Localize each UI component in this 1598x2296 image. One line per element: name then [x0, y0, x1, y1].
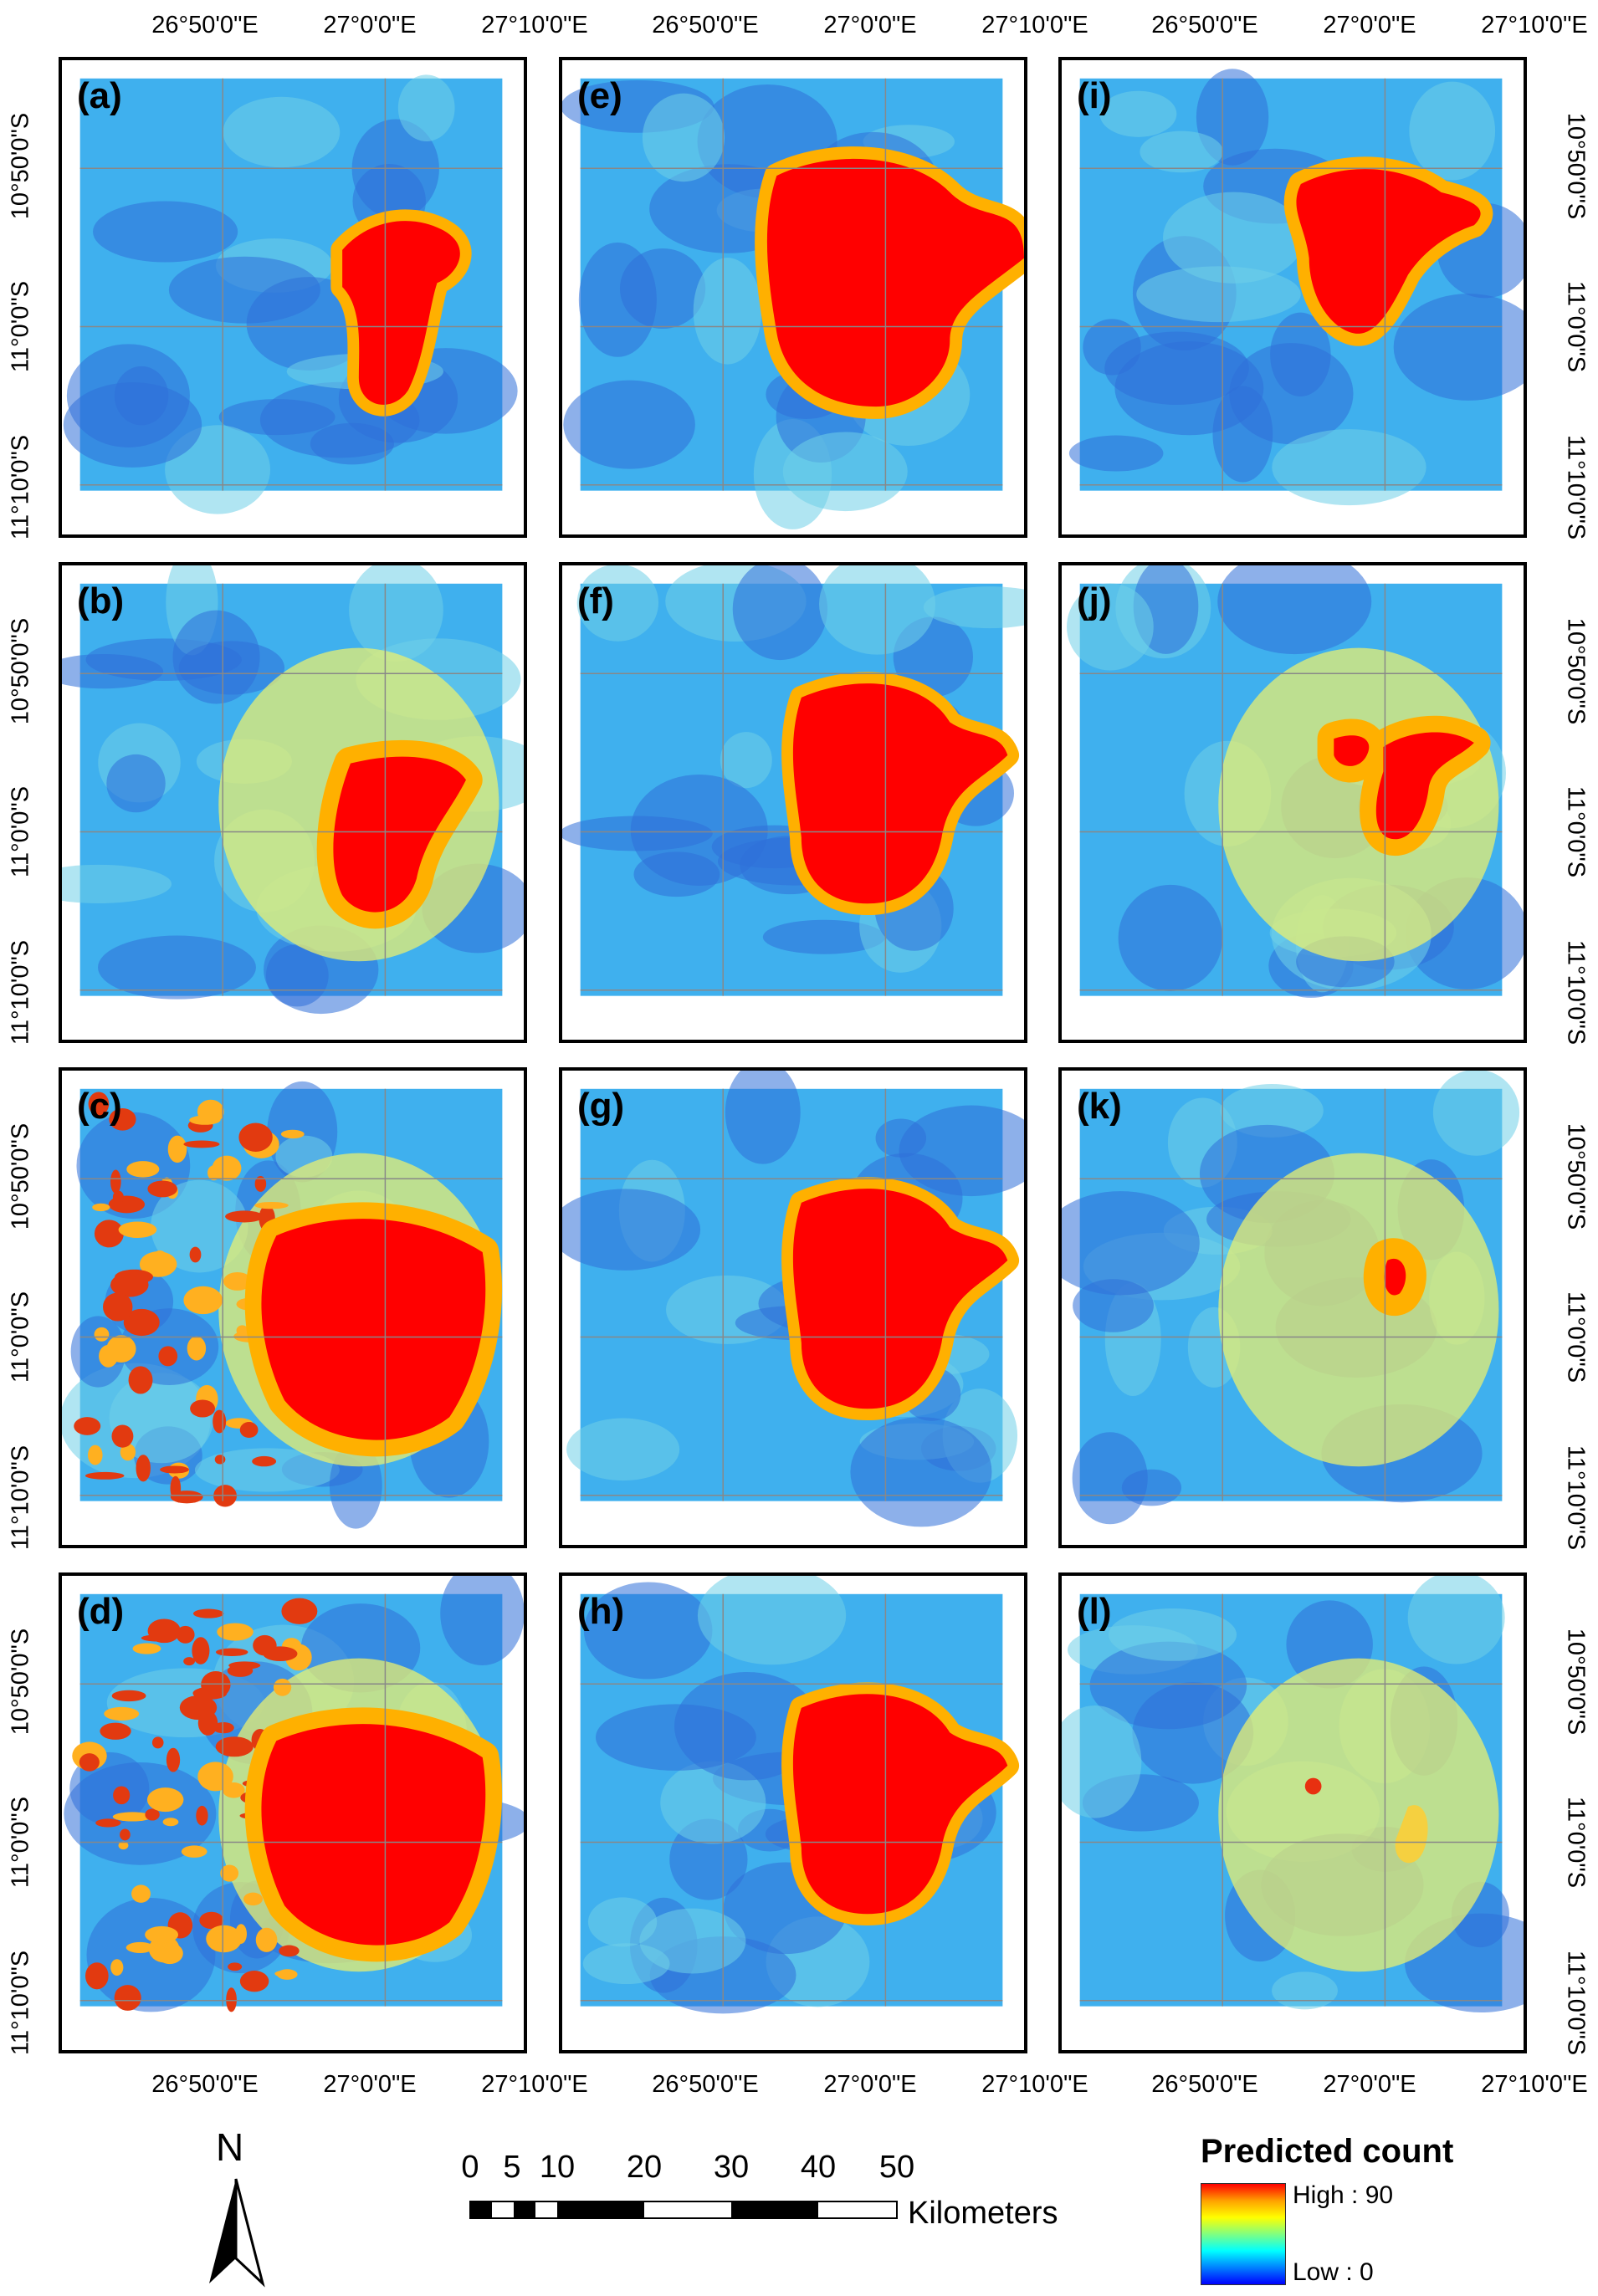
legend-color-ramp: [1201, 2183, 1286, 2285]
lat-label-right: 10°50'0"S: [1562, 112, 1590, 220]
prediction-raster-k: [1062, 1071, 1520, 1525]
lat-label-left: 11°10'0"S: [7, 939, 34, 1046]
prediction-raster-e: [562, 78, 1024, 529]
panel-label-c: (c): [77, 1086, 122, 1127]
lon-label-bottom: 27°0'0"E: [323, 2071, 417, 2098]
lat-label-right: 10°50'0"S: [1562, 1628, 1590, 1736]
scale-tick-label: 30: [713, 2150, 750, 2185]
lon-label-bottom: 27°10'0"E: [1481, 2071, 1588, 2098]
lat-label-right: 10°50'0"S: [1562, 617, 1590, 725]
legend-title: Predicted count: [1201, 2133, 1454, 2170]
lat-label-right: 10°50'0"S: [1562, 1122, 1590, 1230]
lat-label-left: 10°50'0"S: [7, 112, 34, 220]
lat-label-left: 11°10'0"S: [7, 434, 34, 540]
legend: Predicted count High : 90 Low : 0: [1196, 2133, 1548, 2292]
north-arrow-icon: [209, 2178, 265, 2288]
lon-label-bottom: 26°50'0"E: [1151, 2071, 1258, 2098]
lat-label-left: 10°50'0"S: [7, 617, 34, 725]
lon-label-top: 27°10'0"E: [981, 12, 1088, 38]
prediction-raster-f: [562, 565, 1024, 996]
map-panel-c: (c): [59, 1067, 527, 1548]
map-panel-k: (k): [1058, 1067, 1527, 1548]
prediction-raster-j: [1067, 565, 1524, 998]
lon-label-top: 26°50'0"E: [1151, 12, 1258, 38]
map-panel-h: (h): [559, 1572, 1027, 2053]
lat-label-right: 11°0'0"S: [1562, 1796, 1590, 1889]
panel-label-a: (a): [77, 75, 122, 116]
legend-low-label: Low : 0: [1293, 2258, 1374, 2286]
scale-bar-graphic: [469, 2201, 898, 2219]
prediction-raster-c: [62, 1081, 503, 1529]
scale-bar: 0 5 10 20 30 40 50 Kilometers: [461, 2150, 1096, 2233]
lat-label-left: 10°50'0"S: [7, 1628, 34, 1736]
lon-label-bottom: 27°0'0"E: [1323, 2071, 1416, 2098]
lat-label-left: 11°10'0"S: [7, 1445, 34, 1551]
scale-tick-label: 40: [800, 2150, 837, 2185]
panel-label-f: (f): [577, 580, 614, 621]
lat-label-left: 11°10'0"S: [7, 1950, 34, 2056]
map-panel-b: (b): [59, 562, 527, 1043]
lon-label-top: 27°0'0"E: [1323, 12, 1416, 38]
scale-tick-label: 0: [461, 2150, 479, 2185]
map-panel-a: (a): [59, 57, 527, 538]
prediction-raster-d: [64, 1576, 524, 2012]
prediction-raster-i: [1068, 69, 1524, 506]
scale-tick-label: 20: [626, 2150, 663, 2185]
lon-label-top: 26°50'0"E: [151, 12, 259, 38]
panel-label-j: (j): [1077, 580, 1112, 621]
prediction-raster-l: [1062, 1576, 1524, 2013]
lon-label-bottom: 27°10'0"E: [481, 2071, 588, 2098]
lon-label-bottom: 26°50'0"E: [151, 2071, 259, 2098]
panel-label-g: (g): [577, 1086, 625, 1127]
lat-label-right: 11°0'0"S: [1562, 785, 1590, 878]
panel-label-i: (i): [1077, 75, 1112, 116]
lon-label-bottom: 27°10'0"E: [981, 2071, 1088, 2098]
lon-label-bottom: 26°50'0"E: [652, 2071, 759, 2098]
prediction-raster-g: [562, 1071, 1024, 1527]
lat-label-right: 11°10'0"S: [1562, 939, 1590, 1046]
scale-tick-label: 5: [503, 2150, 521, 2185]
scale-tick-label: 10: [539, 2150, 576, 2185]
lat-label-right: 11°10'0"S: [1562, 434, 1590, 540]
lat-label-right: 11°0'0"S: [1562, 1291, 1590, 1383]
prediction-raster-a: [63, 74, 518, 514]
north-label: N: [216, 2125, 244, 2169]
lat-label-right: 11°0'0"S: [1562, 280, 1590, 373]
lat-label-left: 10°50'0"S: [7, 1122, 34, 1230]
lat-label-right: 11°10'0"S: [1562, 1445, 1590, 1551]
lon-label-top: 27°10'0"E: [1481, 12, 1588, 38]
lat-label-left: 11°0'0"S: [7, 1291, 34, 1383]
panel-label-b: (b): [77, 580, 125, 621]
panel-label-k: (k): [1077, 1086, 1122, 1127]
map-panel-l: (l): [1058, 1572, 1527, 2053]
lat-label-left: 11°0'0"S: [7, 1796, 34, 1889]
map-panel-i: (i): [1058, 57, 1527, 538]
prediction-raster-h: [580, 1576, 1020, 2014]
north-arrow: N: [192, 2125, 276, 2292]
map-panel-e: (e): [559, 57, 1027, 538]
lon-label-top: 26°50'0"E: [652, 12, 759, 38]
scale-tick-label: 50: [878, 2150, 915, 2185]
map-panel-g: (g): [559, 1067, 1027, 1548]
panel-label-d: (d): [77, 1591, 125, 1632]
lon-label-top: 27°0'0"E: [823, 12, 917, 38]
lat-label-right: 11°10'0"S: [1562, 1950, 1590, 2056]
lon-label-top: 27°0'0"E: [323, 12, 417, 38]
panel-label-e: (e): [577, 75, 622, 116]
panel-label-l: (l): [1077, 1591, 1112, 1632]
lat-label-left: 11°0'0"S: [7, 280, 34, 373]
lat-label-left: 11°0'0"S: [7, 785, 34, 878]
lon-label-bottom: 27°0'0"E: [823, 2071, 917, 2098]
map-panel-f: (f): [559, 562, 1027, 1043]
prediction-raster-b: [62, 565, 524, 1015]
map-panel-d: (d): [59, 1572, 527, 2053]
scale-bar-unit: Kilometers: [908, 2196, 1058, 2231]
panel-label-h: (h): [577, 1591, 625, 1632]
map-panel-j: (j): [1058, 562, 1527, 1043]
lon-label-top: 27°10'0"E: [481, 12, 588, 38]
legend-high-label: High : 90: [1293, 2181, 1394, 2209]
